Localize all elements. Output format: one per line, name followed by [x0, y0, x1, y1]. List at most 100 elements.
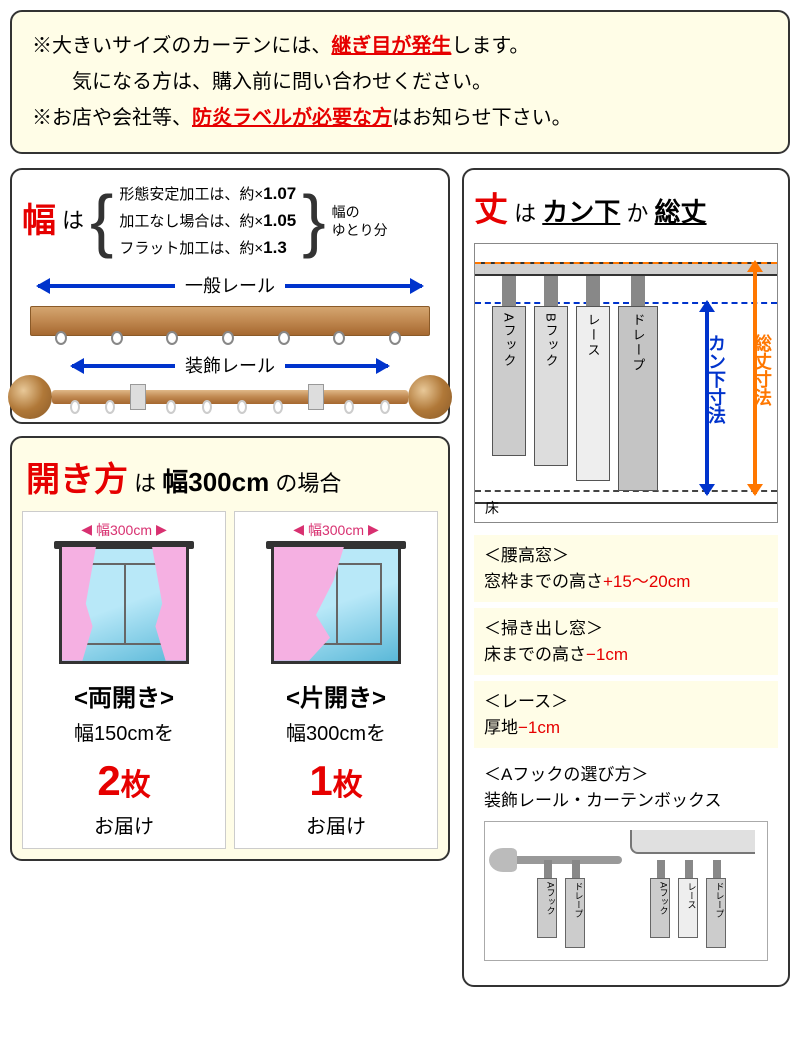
desc-unit: 枚	[121, 769, 151, 802]
desc-text: 幅150cmを	[74, 723, 174, 745]
rail-label-row: 一般レール	[22, 274, 438, 302]
sm-label: ドレープ	[571, 882, 585, 918]
sm-label: レース	[684, 882, 698, 909]
info-lace: ＜レース＞ 厚地−1cm	[474, 681, 778, 748]
opening-row: ◀幅300cm▶ <両開き> 幅150cmを 2枚 お届け ◀幅300cm▶ <…	[22, 511, 438, 849]
floor-line	[475, 502, 777, 504]
rail-decorative: 装飾レール	[22, 354, 438, 404]
hook-drape: ドレープ	[617, 276, 659, 491]
info-koshi: ＜腰高窓＞ 窓枠までの高さ+15〜20cm	[474, 535, 778, 602]
opening-heading: 開き方 は 幅300cm の場合	[22, 448, 438, 511]
info-title: ＜Aフックの選び方＞	[484, 762, 768, 788]
notice-text: はお知らせ下さい。	[392, 107, 572, 129]
formula-mult: 1.3	[263, 238, 287, 257]
ceiling	[475, 262, 777, 276]
opening-title: 開き方	[26, 461, 128, 499]
height-opt: 総丈	[655, 197, 707, 227]
height-ka: か	[626, 201, 648, 226]
hook-sel-rod: Aフック ドレープ	[493, 830, 626, 952]
opening-single: ◀幅300cm▶ <片開き> 幅300cmを 1枚 お届け	[234, 511, 438, 849]
yutori-label: 幅の ゆとり分	[332, 203, 388, 239]
height-opt: カン下	[542, 197, 620, 227]
rod-ball	[408, 375, 452, 419]
sm-label: Aフック	[543, 882, 557, 915]
open-label: <両開き>	[29, 678, 219, 713]
width-formula: 幅 は { 形態安定加工は、約×1.07 加工なし場合は、約×1.05 フラット…	[22, 180, 438, 262]
curtain-dim: ◀幅300cm▶	[241, 520, 431, 540]
notice-line2: 気になる方は、購入前に問い合わせください。	[32, 64, 768, 100]
rod	[52, 390, 408, 404]
rail-general: 一般レール	[22, 274, 438, 336]
open-desc: 幅150cmを 2枚 お届け	[29, 719, 219, 842]
height-title: 丈	[474, 191, 508, 229]
opening-both: ◀幅300cm▶ <両開き> 幅150cmを 2枚 お届け	[22, 511, 226, 849]
rod-ball	[8, 375, 52, 419]
notice-text: します。	[451, 35, 529, 57]
sm-label: ドレープ	[712, 882, 726, 918]
info-text: 装飾レール・カーテンボックス	[484, 788, 768, 814]
desc-text: 幅300cmを	[286, 723, 386, 745]
info-text: 窓枠までの高さ	[484, 572, 603, 591]
notice-box: ※大きいサイズのカーテンには、継ぎ目が発生します。 気になる方は、購入前に問い合…	[10, 10, 790, 154]
hook-label: レース	[584, 313, 603, 358]
width-panel: 幅 は { 形態安定加工は、約×1.07 加工なし場合は、約×1.05 フラット…	[10, 168, 450, 424]
window-single	[271, 544, 401, 664]
formula-mult: 1.05	[263, 211, 296, 230]
info-red: −1cm	[586, 645, 628, 664]
formula-text: 形態安定加工は、約×	[119, 186, 263, 203]
hook-label: ドレープ	[629, 313, 648, 373]
info-title: ＜腰高窓＞	[484, 543, 768, 569]
hook-sel-box: Aフック レース ドレープ	[626, 830, 759, 952]
notice-text: ※お店や会社等、	[32, 107, 192, 129]
height-heading: 丈 は カン下 か 総丈	[474, 180, 778, 239]
height-panel: 丈 は カン下 か 総丈 Aフック Bフック レース ドレープ カン下寸法 総丈…	[462, 168, 790, 987]
info-red: −1cm	[518, 718, 560, 737]
hook-selector-diagram: Aフック ドレープ Aフック レース ドレープ	[484, 821, 768, 961]
width-ha: は	[62, 203, 84, 238]
rail-text: 装飾レール	[175, 352, 285, 378]
formula-lines: 形態安定加工は、約×1.07 加工なし場合は、約×1.05 フラット加工は、約×…	[119, 180, 296, 262]
height-ha: は	[514, 201, 536, 226]
hook-label: Aフック	[500, 313, 519, 369]
hook-lace: レース	[575, 276, 611, 481]
meas-label: 総丈寸法	[749, 334, 775, 406]
floor-label: 床	[485, 498, 499, 518]
formula-text: 加工なし場合は、約×	[119, 213, 263, 230]
opening-panel: 開き方 は 幅300cm の場合 ◀幅300cm▶ <両開き> 幅150cmを …	[10, 436, 450, 861]
rail-track	[30, 306, 430, 336]
deliver-text: お届け	[306, 816, 366, 838]
notice-line1: ※大きいサイズのカーテンには、継ぎ目が発生します。	[32, 28, 768, 64]
notice-text: ※大きいサイズのカーテンには、	[32, 35, 331, 57]
notice-red: 防炎ラベルが必要な方	[192, 107, 392, 129]
hook-a: Aフック	[491, 276, 527, 456]
desc-unit: 枚	[333, 769, 363, 802]
info-title: ＜レース＞	[484, 689, 768, 715]
info-red: +15〜20cm	[603, 572, 690, 591]
info-a-hook: ＜Aフックの選び方＞ 装飾レール・カーテンボックス Aフック ドレープ Aフック…	[474, 754, 778, 969]
dim-text: 幅300cm	[96, 520, 152, 540]
info-title: ＜掃き出し窓＞	[484, 616, 768, 642]
open-desc: 幅300cmを 1枚 お届け	[241, 719, 431, 842]
notice-red: 継ぎ目が発生	[331, 35, 451, 57]
hook-b: Bフック	[533, 276, 569, 466]
info-text: 厚地	[484, 718, 518, 737]
height-diagram: Aフック Bフック レース ドレープ カン下寸法 総丈寸法 床	[474, 243, 778, 523]
meas-label: カン下寸法	[703, 334, 729, 424]
rail-label-row: 装飾レール	[22, 354, 438, 382]
brace-left: {	[90, 210, 113, 231]
opening-cond2: の場合	[275, 471, 341, 496]
opening-ha: は	[134, 471, 156, 496]
info-text: 床までの高さ	[484, 645, 586, 664]
notice-line3: ※お店や会社等、防炎ラベルが必要な方はお知らせ下さい。	[32, 100, 768, 136]
hook-label: Bフック	[542, 313, 561, 369]
width-title: 幅	[22, 194, 56, 248]
rail-text: 一般レール	[175, 272, 285, 298]
desc-num: 1	[309, 757, 332, 804]
deliver-text: お届け	[94, 816, 154, 838]
desc-num: 2	[97, 757, 120, 804]
dim-text: 幅300cm	[308, 520, 364, 540]
formula-text: フラット加工は、約×	[119, 240, 263, 257]
open-label: <片開き>	[241, 678, 431, 713]
opening-cond: 幅300cm	[162, 467, 269, 497]
info-hakidashi: ＜掃き出し窓＞ 床までの高さ−1cm	[474, 608, 778, 675]
